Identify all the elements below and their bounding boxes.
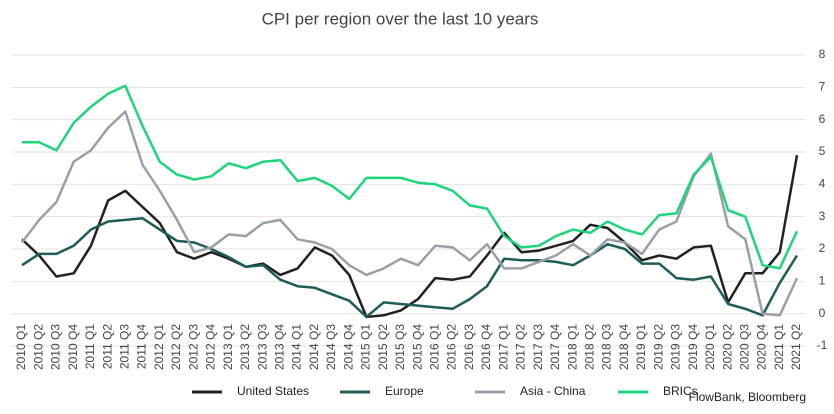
x-tick-label: 2011 Q1 — [83, 324, 97, 369]
x-tick-label: 2010 Q1 — [14, 324, 28, 370]
x-tick-label: 2019 Q1 — [634, 324, 648, 370]
x-tick-label: 2012 Q3 — [186, 324, 200, 370]
x-tick-label: 2012 Q1 — [152, 324, 166, 370]
x-tick-label: 2014 Q1 — [290, 324, 304, 370]
x-tick-label: 2013 Q3 — [255, 324, 269, 370]
y-tick-label: 3 — [819, 209, 826, 223]
x-tick-label: 2010 Q4 — [66, 324, 80, 370]
y-tick-label: -1 — [817, 338, 828, 352]
y-tick-label: 4 — [819, 177, 826, 191]
x-tick-label: 2016 Q2 — [445, 324, 459, 370]
x-tick-label: 2014 Q2 — [307, 324, 321, 370]
y-tick-label: 1 — [819, 274, 826, 288]
x-tick-label: 2020 Q4 — [755, 324, 769, 370]
x-tick-label: 2018 Q4 — [617, 324, 631, 370]
x-tick-label: 2020 Q3 — [738, 324, 752, 370]
series-line — [21, 217, 799, 319]
x-tick-label: 2011 Q4 — [135, 324, 149, 369]
y-tick-label: 8 — [819, 47, 826, 61]
x-tick-label: 2011 Q2 — [100, 324, 114, 369]
series-line — [22, 84, 799, 270]
legend-label: BRICs — [663, 384, 698, 398]
chart-title: CPI per region over the last 10 years — [262, 9, 539, 28]
x-tick-label: 2015 Q3 — [393, 324, 407, 370]
x-tick-label: 2014 Q4 — [341, 324, 355, 370]
legend-label: Europe — [385, 384, 424, 398]
x-tick-label: 2016 Q1 — [428, 324, 442, 370]
x-tick-label: 2010 Q2 — [31, 324, 45, 370]
x-tick-label: 2017 Q4 — [548, 324, 562, 370]
x-tick-label: 2013 Q2 — [238, 324, 252, 370]
x-tick-label: 2014 Q3 — [324, 324, 338, 370]
source-note: FlowBank, Bloomberg — [689, 390, 806, 404]
x-tick-label: 2012 Q2 — [169, 324, 183, 370]
y-tick-label: 2 — [819, 241, 826, 255]
x-tick-label: 2015 Q2 — [376, 324, 390, 370]
x-tick-label: 2021 Q2 — [789, 324, 803, 370]
x-tick-label: 2018 Q1 — [565, 324, 579, 370]
y-tick-label: 5 — [819, 144, 826, 158]
x-tick-label: 2013 Q4 — [273, 324, 287, 370]
y-tick-label: 6 — [819, 112, 826, 126]
x-tick-label: 2012 Q4 — [204, 324, 218, 370]
x-tick-label: 2011 Q3 — [118, 324, 132, 369]
x-tick-label: 2015 Q1 — [359, 324, 373, 370]
y-tick-label: 7 — [819, 80, 826, 94]
x-tick-label: 2017 Q3 — [531, 324, 545, 370]
x-tick-label: 2019 Q2 — [651, 324, 665, 370]
legend-label: United States — [237, 384, 309, 398]
y-tick-label: 0 — [819, 306, 826, 320]
series-line — [21, 110, 799, 317]
x-tick-label: 2020 Q2 — [720, 324, 734, 370]
x-tick-label: 2010 Q3 — [49, 324, 63, 370]
x-tick-label: 2015 Q4 — [410, 324, 424, 370]
x-tick-label: 2019 Q3 — [669, 324, 683, 370]
x-tick-label: 2013 Q1 — [221, 324, 235, 370]
x-tick-label: 2018 Q3 — [600, 324, 614, 370]
x-tick-label: 2016 Q3 — [462, 324, 476, 370]
x-tick-label: 2016 Q4 — [479, 324, 493, 370]
x-tick-label: 2017 Q1 — [496, 324, 510, 370]
x-tick-label: 2021 Q1 — [772, 324, 786, 370]
legend-label: Asia - China — [520, 384, 586, 398]
x-tick-label: 2020 Q1 — [703, 324, 717, 370]
x-tick-label: 2018 Q2 — [583, 324, 597, 370]
x-tick-label: 2017 Q2 — [514, 324, 528, 370]
x-tick-label: 2019 Q4 — [686, 324, 700, 370]
